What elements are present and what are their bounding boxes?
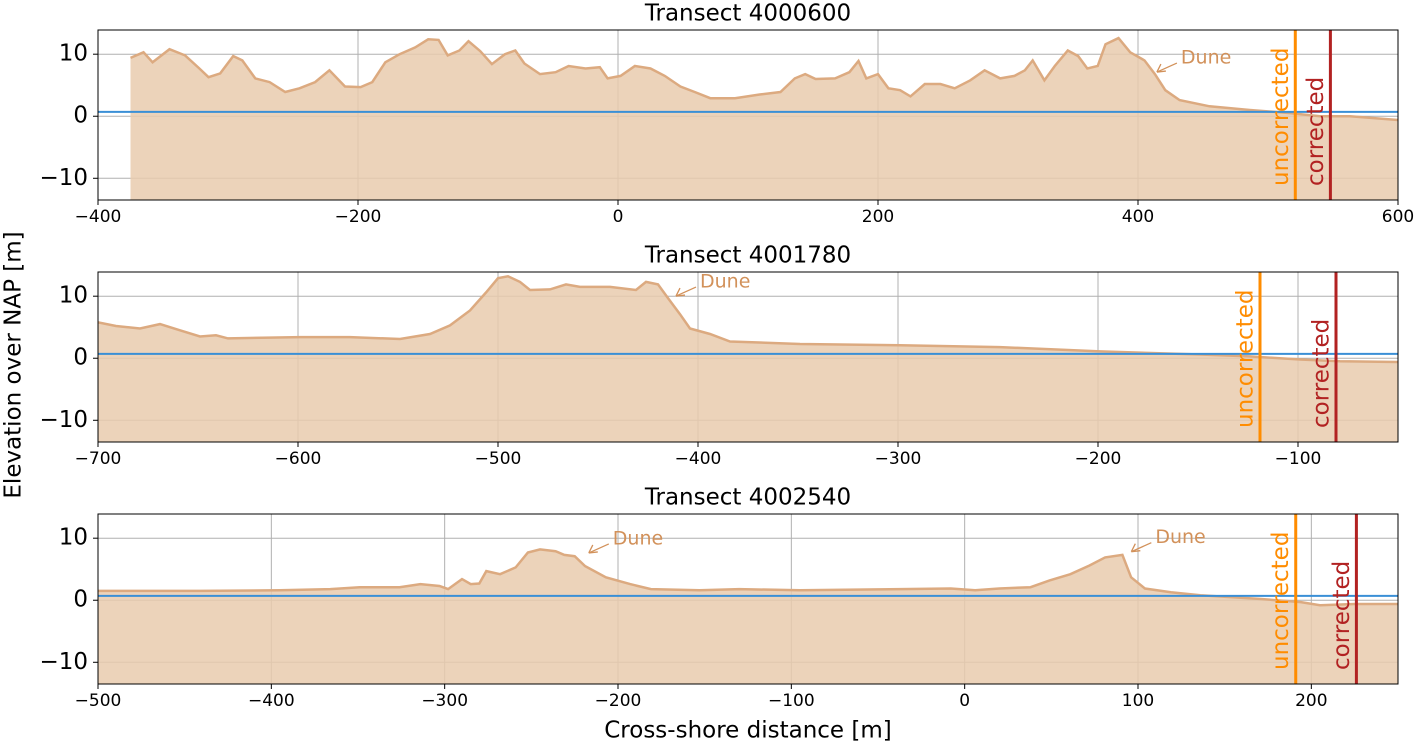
annotation-arrow	[1156, 62, 1178, 73]
annotation-arrowhead	[1156, 63, 1166, 73]
shoreline-label: corrected	[1329, 561, 1355, 670]
x-tick-label: −200	[595, 691, 642, 711]
x-tick-label: −500	[75, 691, 122, 711]
panel: Transect 4002540−500 −400 −300 −200 −100 0 100…	[39, 485, 1399, 711]
profile-line	[130, 36, 1398, 122]
x-tick-label: −400	[75, 207, 122, 227]
panel-title: Transect 4001780	[644, 243, 851, 269]
shoreline-label: uncorrected	[1233, 290, 1259, 428]
x-tick-label: −500	[475, 449, 522, 469]
x-tick-label: 600	[1382, 207, 1414, 227]
y-tick-label: −10	[39, 649, 88, 675]
annotation-text: Dune	[613, 527, 663, 549]
y-axis-label: Elevation over NAP [m]	[1, 231, 27, 498]
area-fill	[98, 276, 1398, 442]
shoreline-label: uncorrected	[1268, 532, 1294, 670]
axes-frame	[97, 513, 1399, 685]
shoreline-label: uncorrected	[1268, 48, 1294, 186]
x-tick-label: 0	[959, 691, 970, 711]
annotation-arrowhead	[675, 287, 686, 297]
x-tick-label: −300	[875, 449, 922, 469]
panel-title: Transect 4002540	[644, 485, 851, 511]
x-tick-label: −200	[335, 207, 382, 227]
axes-frame	[97, 29, 1399, 201]
y-tick-label: 10	[59, 283, 88, 309]
axes-frame	[97, 271, 1399, 443]
annotation-arrow	[675, 286, 697, 297]
x-tick-label: −100	[768, 691, 815, 711]
x-tick-label: −200	[1075, 449, 1122, 469]
panel: Transect 4000600 −400 −200 0 200 400 600 −10 0 10…	[39, 1, 1414, 228]
area-fill	[130, 38, 1398, 200]
shoreline-label: corrected	[1309, 319, 1335, 428]
x-tick-label: −100	[1275, 449, 1322, 469]
y-tick-label: 10	[59, 525, 88, 551]
y-tick-label: 0	[73, 103, 88, 129]
profile-line	[98, 274, 1398, 364]
area-fill	[98, 549, 1398, 684]
panel-title: Transect 4000600	[644, 1, 851, 27]
y-tick-label: −10	[39, 407, 88, 433]
x-tick-label: 0	[613, 207, 624, 227]
x-tick-label: 200	[1295, 691, 1327, 711]
x-tick-label: 100	[1122, 691, 1154, 711]
y-tick-label: 0	[73, 587, 88, 613]
profile-line	[98, 548, 1398, 607]
annotation-arrowhead	[1130, 543, 1141, 553]
y-tick-label: 0	[73, 345, 88, 371]
annotation-arrow	[1131, 542, 1152, 553]
y-tick-label: 10	[59, 41, 88, 67]
shoreline-label: corrected	[1303, 77, 1329, 186]
y-tick-label: −10	[39, 165, 88, 191]
annotation-arrow	[588, 543, 610, 554]
x-tick-label: −400	[675, 449, 722, 469]
x-axis-label: Cross-shore distance [m]	[604, 718, 892, 744]
panel: Transect 4001780 −700 −600 −500 −400 −300 −200…	[39, 243, 1399, 469]
annotation-text: Dune	[700, 271, 750, 293]
x-tick-label: −300	[421, 691, 468, 711]
annotation-arrowhead	[588, 544, 598, 554]
x-tick-label: 200	[862, 207, 894, 227]
x-tick-label: −400	[248, 691, 295, 711]
x-tick-label: 400	[1122, 207, 1154, 227]
annotation-text: Dune	[1181, 47, 1231, 69]
x-tick-label: −700	[75, 449, 122, 469]
annotation-text: Dune	[1155, 526, 1205, 548]
x-tick-label: −600	[275, 449, 322, 469]
